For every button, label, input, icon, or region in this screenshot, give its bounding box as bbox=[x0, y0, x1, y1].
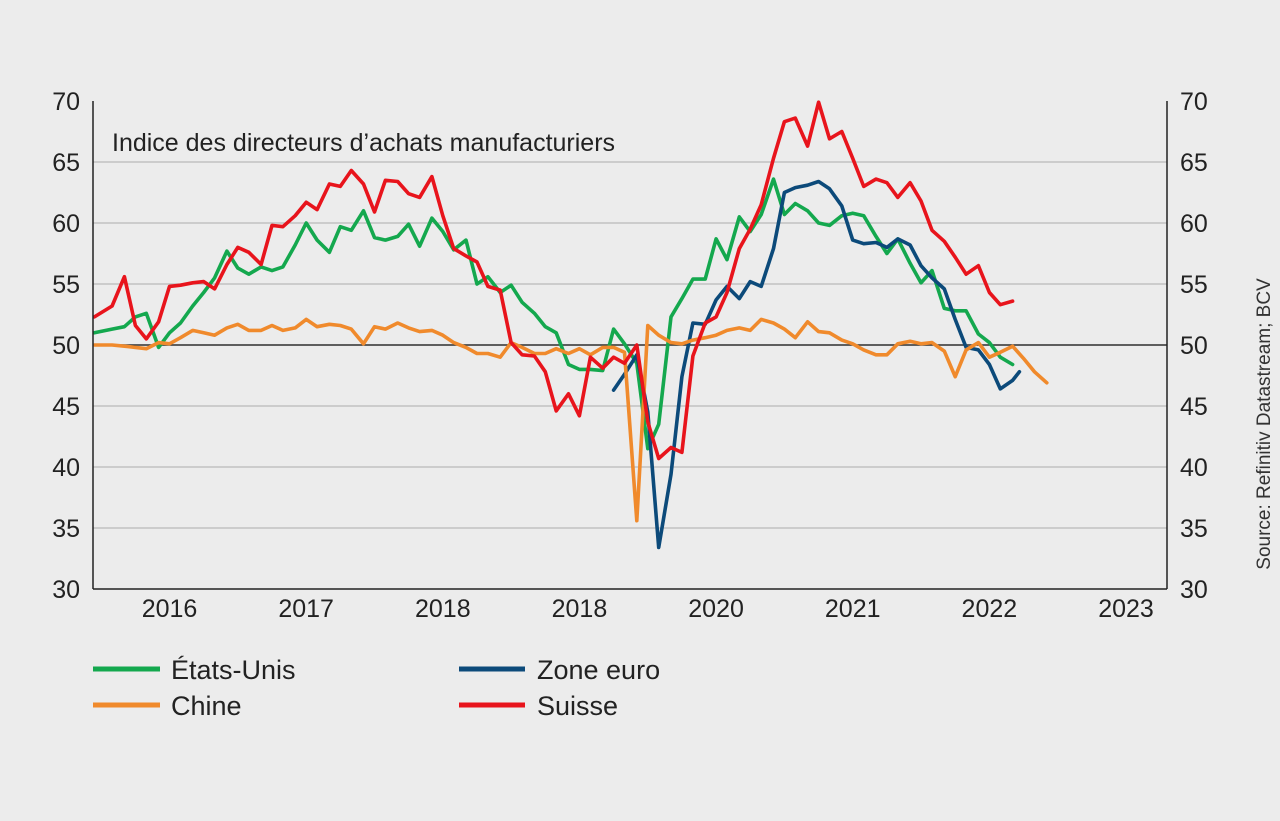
y-tick-label-right: 30 bbox=[1180, 576, 1208, 604]
series-lines bbox=[92, 100, 1049, 550]
legend-item-zone-euro: Zone euro bbox=[459, 655, 660, 685]
y-tick-label-left: 50 bbox=[52, 332, 80, 360]
x-tick-label: 2023 bbox=[1098, 595, 1154, 623]
y-tick-label-right: 40 bbox=[1180, 454, 1208, 482]
series-line-1 bbox=[611, 179, 1022, 550]
x-tick-label: 2018 bbox=[552, 595, 608, 623]
tick-labels: 30 35 40 45 50 55 60 65 70 30 35 40 45 50 55 60 65 70 2016… bbox=[52, 88, 1208, 623]
y-tick-label-right: 55 bbox=[1180, 271, 1208, 299]
y-tick-label-right: 60 bbox=[1180, 210, 1208, 238]
legend: États-Unis Zone euro Chine Suisse bbox=[93, 655, 660, 721]
y-tick-label-left: 45 bbox=[52, 393, 80, 421]
y-tick-label-left: 60 bbox=[52, 210, 80, 238]
y-tick-label-left: 65 bbox=[52, 149, 80, 177]
x-tick-label: 2018 bbox=[415, 595, 471, 623]
grid bbox=[93, 161, 1167, 529]
source-note: Source: Refinitiv Datastream; BCV bbox=[1254, 278, 1275, 570]
legend-item-etats-unis: États-Unis bbox=[93, 655, 296, 685]
y-tick-label-right: 35 bbox=[1180, 515, 1208, 543]
y-tick-label-left: 35 bbox=[52, 515, 80, 543]
legend-label-chine: Chine bbox=[171, 691, 242, 721]
x-tick-label: 2016 bbox=[142, 595, 198, 623]
y-tick-label-right: 65 bbox=[1180, 149, 1208, 177]
x-tick-label: 2017 bbox=[278, 595, 334, 623]
y-tick-label-left: 55 bbox=[52, 271, 80, 299]
legend-label-suisse: Suisse bbox=[537, 691, 618, 721]
legend-item-chine: Chine bbox=[93, 691, 242, 721]
y-tick-label-left: 40 bbox=[52, 454, 80, 482]
legend-item-suisse: Suisse bbox=[459, 691, 618, 721]
x-tick-label: 2022 bbox=[962, 595, 1018, 623]
legend-label-etats-unis: États-Unis bbox=[171, 655, 296, 685]
y-tick-label-left: 70 bbox=[52, 88, 80, 116]
y-tick-label-right: 45 bbox=[1180, 393, 1208, 421]
x-tick-label: 2021 bbox=[825, 595, 881, 623]
series-line-2 bbox=[92, 317, 1049, 523]
y-tick-label-left: 30 bbox=[52, 576, 80, 604]
x-tick-label: 2020 bbox=[688, 595, 744, 623]
chart-title: Indice des directeurs d’achats manufactu… bbox=[112, 129, 615, 157]
y-tick-label-right: 50 bbox=[1180, 332, 1208, 360]
axes bbox=[92, 101, 1168, 590]
series-line-3 bbox=[92, 100, 1015, 461]
legend-label-zone-euro: Zone euro bbox=[537, 655, 660, 685]
series-line-0 bbox=[92, 177, 1015, 451]
y-tick-label-right: 70 bbox=[1180, 88, 1208, 116]
